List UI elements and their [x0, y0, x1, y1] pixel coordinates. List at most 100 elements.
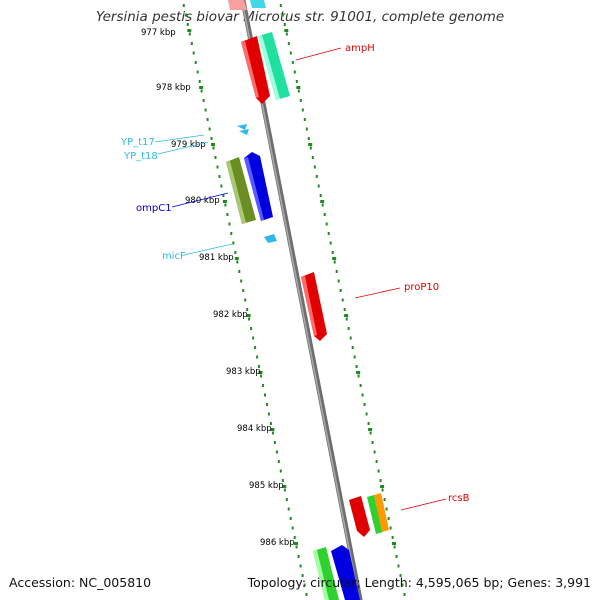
- track-dot: [315, 175, 318, 178]
- track-dot: [295, 545, 298, 549]
- track-dot: [341, 298, 344, 302]
- track-dot: [301, 574, 304, 577]
- feature-bottom-blue[interactable]: [331, 545, 360, 600]
- tick-label-980: 980 kbp: [185, 196, 220, 206]
- track-dot: [369, 431, 372, 435]
- track-dot: [222, 194, 225, 197]
- track-dot: [383, 498, 386, 501]
- track-dot: [256, 355, 259, 359]
- track-major-tick: [320, 200, 325, 203]
- track-dot: [267, 412, 270, 416]
- track-dot: [403, 593, 406, 596]
- feature-bottom-green[interactable]: [313, 547, 339, 600]
- track-dot: [289, 517, 292, 520]
- track-dot: [279, 4, 282, 7]
- track-dot: [279, 469, 282, 473]
- track-dot: [399, 574, 402, 577]
- track-major-tick: [234, 257, 239, 260]
- feature-tRNA-YP_t17[interactable]: [237, 124, 247, 130]
- track-dot: [359, 384, 362, 387]
- track-major-tick: [258, 371, 263, 374]
- track-dot: [335, 270, 338, 273]
- track-dot: [200, 89, 203, 93]
- feature-proP10[interactable]: [301, 272, 327, 341]
- track-dot: [242, 289, 245, 292]
- track-dot: [277, 460, 280, 463]
- track-dot: [297, 555, 300, 558]
- gene-label-micF[interactable]: micF: [162, 251, 186, 262]
- gene-label-YP_t17[interactable]: YP_t17: [120, 137, 155, 148]
- track-dot: [339, 289, 342, 292]
- feature-ampH-red[interactable]: [241, 36, 270, 104]
- track-dot: [393, 545, 396, 549]
- gene-label-rcsB[interactable]: rcsB: [448, 493, 470, 504]
- gene-label-proP10[interactable]: proP10: [404, 282, 439, 293]
- track-dot: [313, 165, 316, 169]
- tick-label-977: 977 kbp: [141, 28, 176, 38]
- feature-rcsB-green[interactable]: [367, 495, 383, 534]
- feature-micF[interactable]: [264, 234, 277, 243]
- gene-label-YP_t18[interactable]: YP_t18: [123, 151, 158, 162]
- track-dot: [283, 23, 286, 26]
- track-dot: [377, 469, 380, 473]
- track-dot: [192, 51, 195, 55]
- track-dot: [357, 374, 360, 378]
- track-dot: [303, 118, 306, 121]
- feature-rcsB-red[interactable]: [349, 496, 370, 537]
- track-dot: [351, 346, 354, 349]
- track-dot: [295, 80, 298, 83]
- track-dot: [361, 393, 364, 397]
- track-major-tick: [282, 485, 287, 488]
- track-major-tick: [344, 314, 349, 317]
- track-dot: [307, 137, 310, 140]
- track-dot: [391, 536, 394, 539]
- feature-ampH-teal[interactable]: [258, 32, 290, 100]
- track-dot: [194, 61, 197, 64]
- track-dot: [317, 184, 320, 188]
- track-dot: [323, 213, 326, 216]
- track-dot: [285, 32, 288, 36]
- feature-olive-gene[interactable]: [226, 157, 256, 224]
- track-major-tick: [296, 86, 301, 89]
- track-major-tick: [308, 143, 313, 146]
- track-major-tick: [187, 29, 192, 32]
- track-dot: [285, 498, 288, 501]
- track-dot: [375, 460, 378, 463]
- track-dot: [240, 279, 243, 283]
- tick-label-979: 979 kbp: [171, 140, 206, 150]
- feature-rcsB-orange[interactable]: [374, 493, 389, 532]
- track-dot: [244, 298, 247, 302]
- track-dot: [353, 355, 356, 359]
- track-dot: [182, 4, 185, 7]
- track-dot: [333, 260, 336, 264]
- track-dot: [190, 42, 193, 45]
- map-title: Yersinia pestis biovar Microtus str. 910…: [95, 9, 505, 25]
- gene-label-ampH[interactable]: ampH: [345, 43, 375, 54]
- track-dot: [258, 365, 260, 368]
- gene-labels: ampH YP_t17 YP_t18 ompC1 micF proP10 rcs…: [120, 43, 470, 504]
- track-major-tick: [356, 371, 361, 374]
- feature-top-partial[interactable]: [228, 0, 266, 10]
- track-dot: [291, 61, 294, 64]
- feature-ompC1[interactable]: [244, 152, 273, 221]
- track-dot: [184, 13, 187, 17]
- track-dot: [303, 583, 306, 587]
- track-dot: [389, 526, 392, 530]
- track-dot: [363, 403, 366, 406]
- track-dot: [297, 89, 300, 93]
- track-dot: [202, 99, 205, 102]
- track-dot: [250, 327, 253, 330]
- track-dot: [345, 317, 348, 321]
- gene-label-ompC1[interactable]: ompC1: [136, 203, 172, 214]
- track-dot: [210, 137, 213, 140]
- track-dot: [262, 384, 264, 387]
- track-dot: [291, 526, 294, 530]
- track-dot: [397, 564, 400, 568]
- tick-label-983: 983 kbp: [226, 367, 261, 377]
- tick-label-986: 986 kbp: [260, 538, 295, 548]
- track-dot: [331, 251, 334, 254]
- feature-tRNA-YP_t18[interactable]: [239, 129, 249, 135]
- tick-label-984: 984 kbp: [237, 424, 272, 434]
- track-dot: [220, 184, 223, 188]
